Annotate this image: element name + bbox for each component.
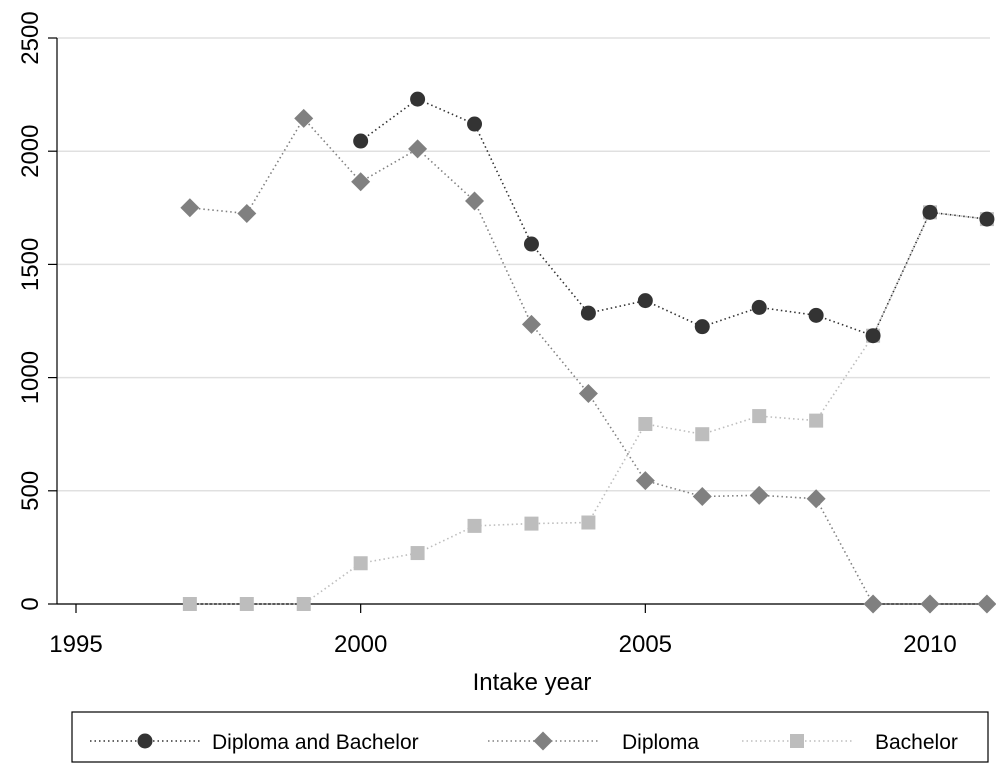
legend-box xyxy=(71,711,989,763)
x-tick-label: 2010 xyxy=(903,631,956,658)
series-line xyxy=(189,211,987,605)
x-tick-label: 2005 xyxy=(619,631,672,658)
x-axis-title: Intake year xyxy=(473,669,592,696)
series-circle xyxy=(353,91,995,344)
data-point xyxy=(979,211,995,227)
y-ticks: 0 500 1000 1500 2000 2500 xyxy=(17,11,57,611)
grid-lines xyxy=(57,37,990,605)
legend-entries: Diploma and Bachelor Diploma Bachelor xyxy=(90,731,958,754)
data-point xyxy=(521,314,541,334)
data-point xyxy=(695,427,710,442)
y-tick-label: 0 xyxy=(17,597,44,610)
data-point xyxy=(638,417,653,432)
legend-marker xyxy=(533,731,553,751)
data-point xyxy=(752,409,767,424)
data-point xyxy=(351,172,371,192)
y-tick-label: 2000 xyxy=(17,125,44,178)
data-point xyxy=(635,471,655,491)
series-square xyxy=(182,205,994,611)
data-point xyxy=(296,597,311,611)
x-tick-label: 2000 xyxy=(334,631,387,658)
legend-marker xyxy=(790,734,804,748)
y-tick-label: 2500 xyxy=(17,11,44,64)
data-point xyxy=(692,486,712,506)
data-point xyxy=(410,546,425,561)
data-point xyxy=(977,594,996,614)
data-point xyxy=(465,191,485,211)
legend-label: Diploma and Bachelor xyxy=(212,731,419,754)
data-point xyxy=(581,515,596,530)
data-point xyxy=(922,204,938,220)
data-point xyxy=(467,518,482,533)
data-point xyxy=(806,489,826,509)
data-point xyxy=(809,413,824,428)
x-tick-label: 1995 xyxy=(49,631,102,658)
data-point xyxy=(353,133,369,149)
data-point xyxy=(524,516,539,531)
data-point xyxy=(410,91,426,107)
data-point xyxy=(749,485,769,505)
y-tick-label: 1500 xyxy=(17,238,44,291)
data-point xyxy=(694,319,710,335)
data-point xyxy=(580,305,596,321)
data-point xyxy=(294,108,314,128)
data-point xyxy=(523,236,539,252)
data-point xyxy=(408,139,428,159)
series-diamond xyxy=(180,108,996,614)
legend: Diploma and Bachelor Diploma Bachelor xyxy=(71,711,989,763)
y-tick-label: 1000 xyxy=(17,351,44,404)
data-point xyxy=(865,328,881,344)
legend-label: Diploma xyxy=(622,731,699,754)
axes xyxy=(56,38,990,605)
data-point xyxy=(180,198,200,218)
data-point xyxy=(637,293,653,309)
data-point xyxy=(182,597,197,611)
data-point xyxy=(239,597,254,611)
data-point xyxy=(751,299,767,315)
data-point xyxy=(467,116,483,132)
data-point xyxy=(353,556,368,571)
series xyxy=(180,91,996,614)
data-point xyxy=(920,594,940,614)
x-ticks: 1995 2000 2005 2010 xyxy=(49,604,957,658)
data-point xyxy=(237,203,257,223)
series-line xyxy=(360,98,987,337)
legend-label: Bachelor xyxy=(875,731,958,754)
legend-marker xyxy=(137,733,153,749)
data-point xyxy=(578,383,598,403)
y-tick-label: 500 xyxy=(17,471,44,511)
data-point xyxy=(808,307,824,323)
series-line xyxy=(189,117,987,605)
data-point xyxy=(863,594,883,614)
